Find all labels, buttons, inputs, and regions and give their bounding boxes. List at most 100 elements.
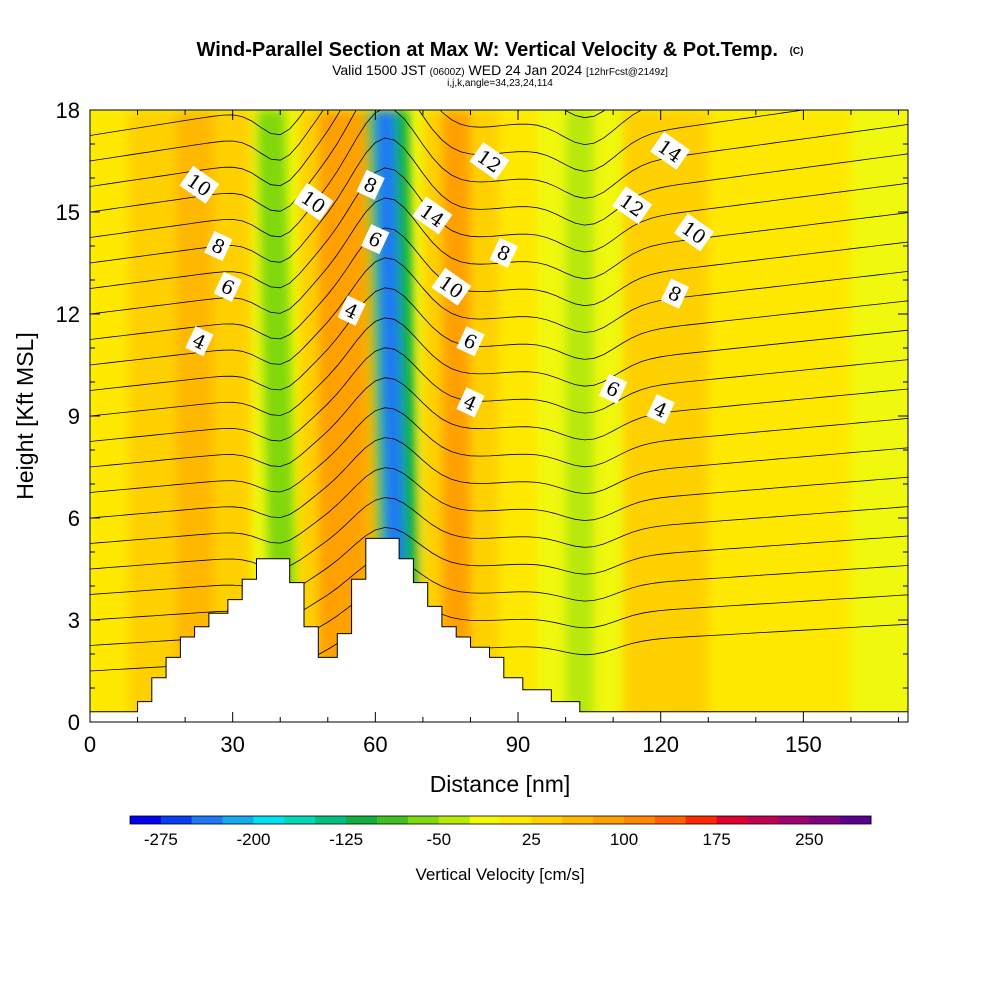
colorbar-swatch [377,816,409,824]
theta-contour [90,110,606,162]
contour-label-bg [293,182,334,221]
theta-contour [90,527,908,595]
colorbar-swatch [562,816,594,824]
contour-label: 6 [213,271,243,302]
y-tick-label: 6 [68,506,80,531]
y-tick-label: 12 [56,302,80,327]
colorbar-swatch [716,816,748,824]
theta-contour [90,110,306,136]
velocity-band [660,110,709,722]
contour-label: 8 [489,237,518,268]
contour-label: 4 [456,387,485,418]
chart-indices: i,j,k,angle=34,23,24,114 [447,78,553,89]
colorbar-swatch [284,816,316,824]
colorbar-tick-label: -50 [426,830,451,849]
x-tick-label: 120 [642,732,679,757]
y-tick-label: 9 [68,404,80,429]
colorbar-tick-label: 250 [795,830,823,849]
theta-contour [90,317,908,417]
contour-label: 4 [646,394,675,425]
colorbar-swatch [840,816,872,824]
velocity-band [622,110,661,722]
contour-label-bg [213,271,243,302]
theta-contour [90,497,908,570]
velocity-band [299,110,319,722]
contour-label-bg [598,373,628,404]
velocity-band [90,110,129,722]
x-tick-label: 150 [785,732,822,757]
theta-contour [90,227,908,340]
x-tick-label: 90 [506,732,530,757]
chart-subtitle: Valid 1500 JST (0600Z) WED 24 Jan 2024 [… [332,62,668,78]
terrain-mask [90,537,908,722]
velocity-band [565,110,595,722]
velocity-band [755,110,851,722]
contour-label-bg [431,267,472,306]
y-tick-label: 0 [68,710,80,735]
colorbar-tick-label: -275 [144,830,178,849]
contour-label: 4 [185,326,214,357]
contour-label-bg [456,387,485,418]
colorbar-frame [129,815,872,825]
theta-contour [90,110,908,238]
contour-label: 14 [650,131,691,170]
velocity-band [850,110,908,722]
colorbar-swatch [500,816,532,824]
x-tick-label: 30 [220,732,244,757]
contour-label-bg [660,278,690,309]
colorbar-swatch [315,816,347,824]
colorbar-swatch [160,816,193,824]
velocity-band [175,110,214,722]
x-tick-label: 60 [363,732,387,757]
contour-label-bg [361,224,390,255]
x-axis-label: Distance [nm] [430,771,571,797]
y-tick-label: 15 [56,200,80,225]
velocity-band [213,110,252,722]
contour-label: 4 [337,295,366,326]
theta-contour [90,347,908,442]
contour-label: 8 [204,230,233,262]
contour-label-bg [337,295,366,326]
contour-label-bg [489,237,518,268]
contour-label-bg [204,230,233,262]
colorbar-tick-label: -200 [236,830,270,849]
contour-label-bg [412,196,453,235]
contour-label: 6 [598,373,628,404]
x-tick-label: 0 [84,732,96,757]
contour-label: 6 [361,224,390,255]
colorbar-swatch [438,816,471,824]
theta-contour [90,437,908,519]
theta-contour [90,287,908,391]
colorbar-swatch [685,816,718,824]
velocity-band [537,110,566,722]
y-tick-label: 3 [68,608,80,633]
colorbar-swatch [407,816,440,824]
velocity-band [499,110,538,722]
contour-label: 8 [356,169,385,200]
colorbar-swatch [469,816,501,824]
colorbar: -275 -200 -125 -50 25 100 175 250 [129,815,872,849]
colorbar-swatch [222,816,254,824]
colorbar-swatch [130,816,162,824]
theta-contour [90,467,908,544]
colorbar-tick-label: 175 [702,830,730,849]
y-axis-label: Height [Kft MSL] [12,332,38,499]
colorbar-swatch [593,816,625,824]
theta-contour [90,557,908,621]
contour-label-bg [469,141,510,181]
colorbar-swatch [346,816,378,824]
velocity-band [470,110,499,722]
contour-label-bg [650,131,691,170]
theta-contour [90,377,908,468]
contour-label-bg [185,326,214,357]
colorbar-swatch [778,816,810,824]
colorbar-tick-label: 100 [610,830,638,849]
velocity-band [394,110,423,722]
velocity-band [594,110,623,722]
theta-contour [90,407,908,493]
velocity-band [441,110,471,722]
colorbar-swatch [191,816,224,824]
